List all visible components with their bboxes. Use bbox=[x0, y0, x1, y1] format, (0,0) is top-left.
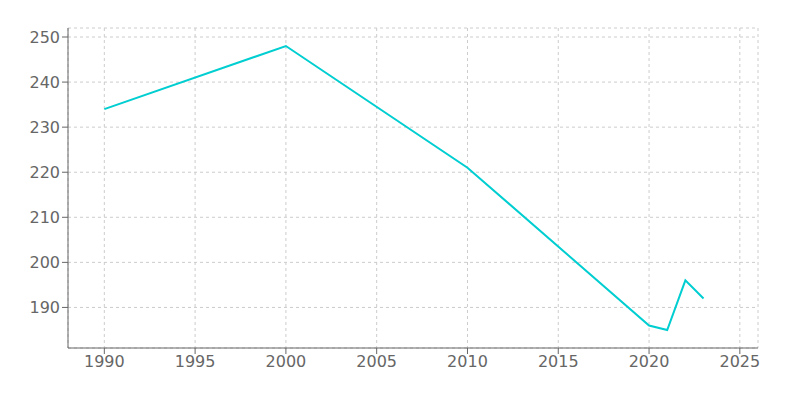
svg-text:2010: 2010 bbox=[447, 352, 488, 371]
svg-text:190: 190 bbox=[29, 298, 60, 317]
svg-text:2020: 2020 bbox=[629, 352, 670, 371]
svg-text:220: 220 bbox=[29, 163, 60, 182]
svg-text:2025: 2025 bbox=[719, 352, 760, 371]
svg-text:1995: 1995 bbox=[175, 352, 216, 371]
svg-text:200: 200 bbox=[29, 253, 60, 272]
svg-text:230: 230 bbox=[29, 118, 60, 137]
svg-text:210: 210 bbox=[29, 208, 60, 227]
svg-text:2005: 2005 bbox=[356, 352, 397, 371]
svg-text:2015: 2015 bbox=[538, 352, 579, 371]
svg-text:2000: 2000 bbox=[266, 352, 307, 371]
svg-text:240: 240 bbox=[29, 73, 60, 92]
svg-text:250: 250 bbox=[29, 28, 60, 47]
svg-text:1990: 1990 bbox=[84, 352, 125, 371]
